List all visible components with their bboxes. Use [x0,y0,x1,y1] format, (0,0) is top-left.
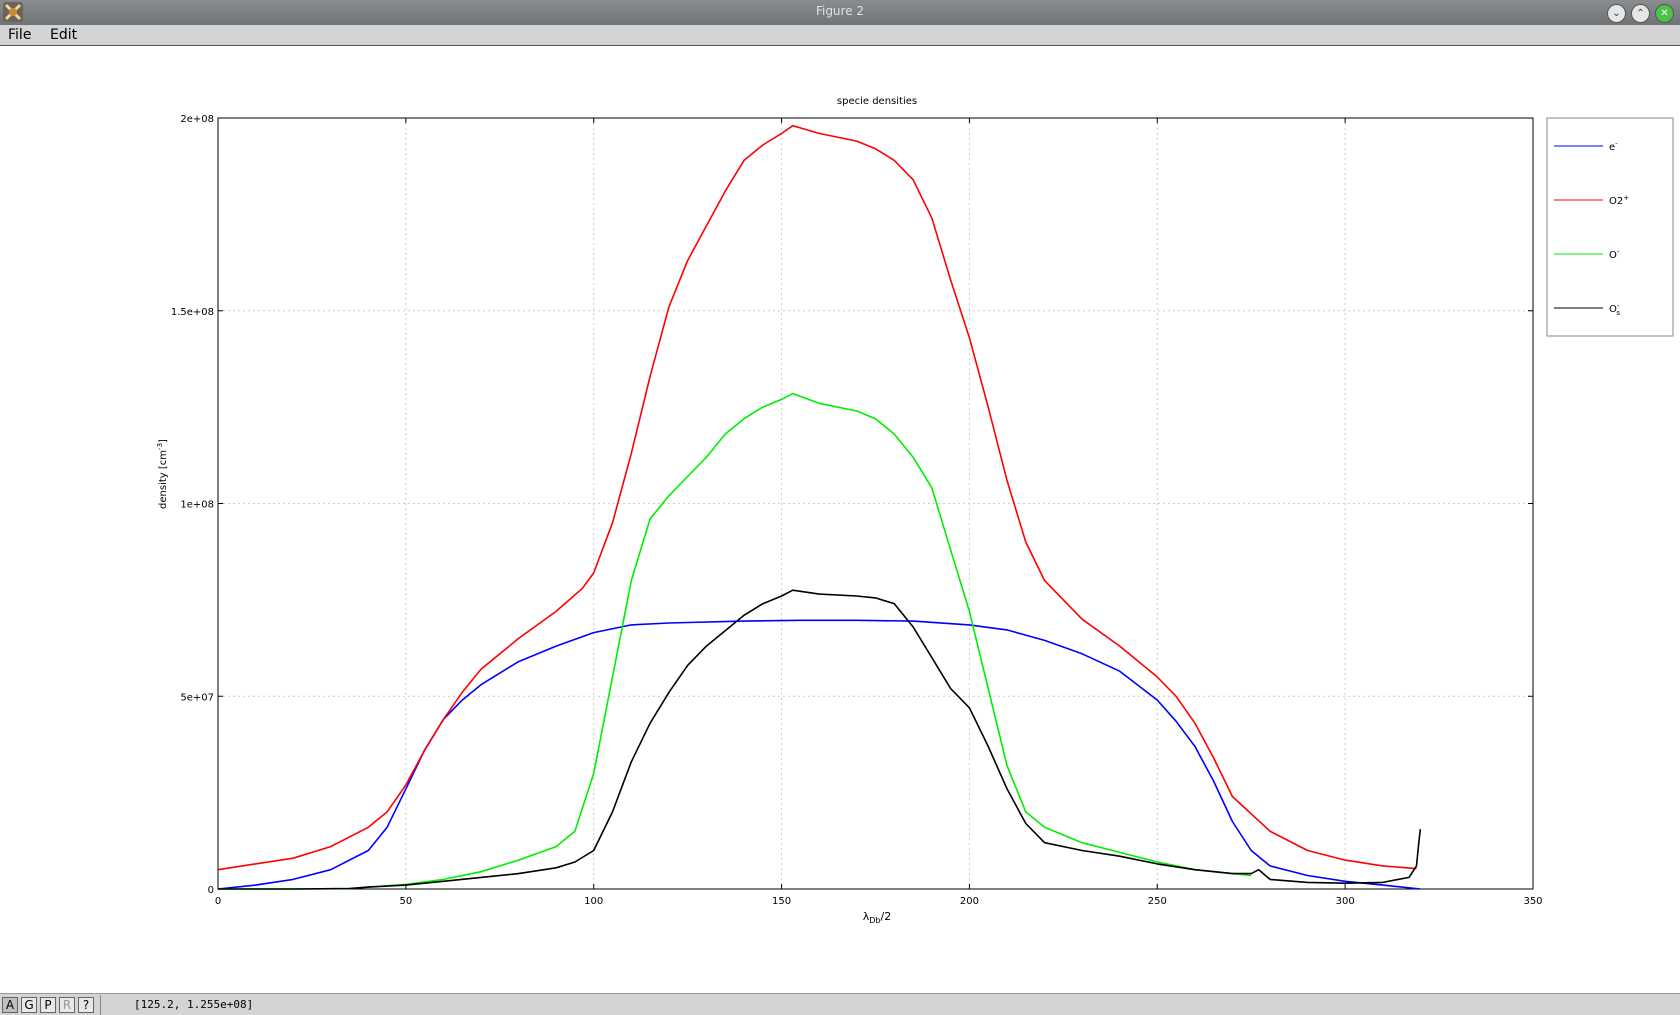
close-button[interactable]: ✕ [1655,4,1674,23]
legend[interactable]: e-O2+O-O-s [1546,117,1674,337]
y-tick-label: 1.5e+08 [171,307,214,318]
y-tick-label: 0 [208,885,214,896]
x-axis-label-sub: Db [869,916,880,925]
y-tick-label: 1e+08 [180,500,214,511]
plot-area-frame [217,117,1534,890]
y-axis-label-sup: -3 [156,443,164,450]
rotate-button[interactable]: R [59,997,75,1013]
data-series [217,124,1422,890]
x-tick-label: 50 [399,896,412,907]
cursor-coordinates: [125.2, 1.255e+08] [100,995,400,1015]
legend-label-base: O2 [1609,196,1623,207]
maximize-button[interactable]: ⌃ [1631,4,1650,23]
x-tick-label: 150 [772,896,791,907]
x-tick-label: 250 [1148,896,1167,907]
series-line-o- [218,392,1252,890]
menu-edit[interactable]: Edit [50,27,78,43]
legend-label: O-s [1609,302,1620,317]
pan-button[interactable]: P [40,997,56,1013]
legend-box [1546,117,1674,337]
autoscale-button[interactable]: A [2,997,18,1013]
x-tick-label: 0 [215,896,221,907]
y-tick-label: 2e+08 [180,114,214,125]
legend-label-sub: s [1616,309,1620,317]
menu-file[interactable]: File [8,27,32,43]
x-axis-label-rest: /2 [881,910,892,923]
axis-ticks: 0 50 100 150 200 250 300 350 0 5e+07 1e+08 1.5e+08 2… [171,114,1543,907]
legend-label-base: e [1609,142,1615,153]
statusbar: A G P R ? [125.2, 1.255e+08] [0,993,1680,1015]
legend-label-sup: + [1623,194,1629,202]
menubar: File Edit [0,25,1680,46]
grid-toggle-button[interactable]: G [21,997,37,1013]
window-title: Figure 2 [815,4,865,18]
x-axis-label: λDb/2 [863,910,891,925]
y-axis-label-base: density [cm [158,450,169,509]
chart-canvas[interactable]: specie densities 0 50 100 150 200 250 300 350 0 5… [0,46,1680,993]
series-line-e- [217,619,1421,890]
legend-label-base: O [1609,304,1617,315]
x-tick-label: 350 [1523,896,1542,907]
legend-label: e- [1609,140,1618,153]
x-tick-label: 100 [584,896,603,907]
y-axis-label: density [cm-3] [156,439,169,509]
x-tick-label: 200 [960,896,979,907]
window-titlebar[interactable]: Figure 2 ⌄ ⌃ ✕ [0,0,1680,25]
help-button[interactable]: ? [78,997,94,1013]
x-tick-label: 300 [1336,896,1355,907]
legend-label: O- [1609,248,1620,261]
legend-label-base: O [1609,250,1617,261]
legend-label: O2+ [1609,194,1629,207]
minimize-button[interactable]: ⌄ [1607,4,1626,23]
y-axis-label-rest: ] [158,439,169,443]
y-tick-label: 5e+07 [180,692,214,703]
series-line-o2- [217,124,1417,871]
chart-grid [218,118,1533,889]
octave-app-icon[interactable] [2,1,24,23]
series-line-o-s [218,589,1422,890]
legend-label-sup: - [1615,140,1618,148]
chart-title: specie densities [837,96,917,107]
legend-label-sup: - [1617,248,1620,256]
x-axis-label-base: λ [863,910,870,923]
legend-label-sup: - [1617,302,1620,310]
